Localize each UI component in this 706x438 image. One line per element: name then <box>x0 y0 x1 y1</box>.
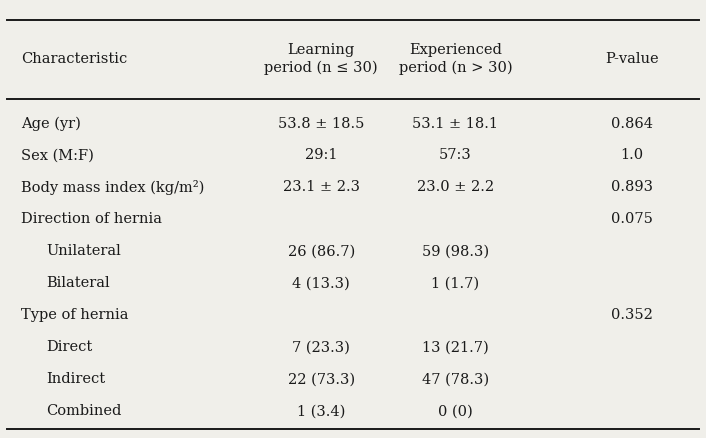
Text: Combined: Combined <box>46 404 121 418</box>
Text: Direct: Direct <box>46 340 92 354</box>
Text: Learning
period (n ≤ 30): Learning period (n ≤ 30) <box>265 43 378 75</box>
Text: 57:3: 57:3 <box>439 148 472 162</box>
Text: 7 (23.3): 7 (23.3) <box>292 340 350 354</box>
Text: Experienced
period (n > 30): Experienced period (n > 30) <box>399 43 512 75</box>
Text: 53.1 ± 18.1: 53.1 ± 18.1 <box>412 117 498 131</box>
Text: Indirect: Indirect <box>46 372 105 386</box>
Text: Unilateral: Unilateral <box>46 244 121 258</box>
Text: 13 (21.7): 13 (21.7) <box>422 340 489 354</box>
Text: 1 (1.7): 1 (1.7) <box>431 276 479 290</box>
Text: 1 (3.4): 1 (3.4) <box>297 404 345 418</box>
Text: 59 (98.3): 59 (98.3) <box>421 244 489 258</box>
Text: Direction of hernia: Direction of hernia <box>21 212 162 226</box>
Text: Type of hernia: Type of hernia <box>21 308 128 322</box>
Text: 26 (86.7): 26 (86.7) <box>287 244 355 258</box>
Text: 0 (0): 0 (0) <box>438 404 473 418</box>
Text: 0.893: 0.893 <box>611 180 653 194</box>
Text: Characteristic: Characteristic <box>21 52 127 66</box>
Text: 0.352: 0.352 <box>611 308 653 322</box>
Text: 0.864: 0.864 <box>611 117 653 131</box>
Text: Body mass index (kg/m²): Body mass index (kg/m²) <box>21 180 205 195</box>
Text: 23.0 ± 2.2: 23.0 ± 2.2 <box>417 180 494 194</box>
Text: 22 (73.3): 22 (73.3) <box>287 372 355 386</box>
Text: Sex (M:F): Sex (M:F) <box>21 148 94 162</box>
Text: 4 (13.3): 4 (13.3) <box>292 276 350 290</box>
Text: 29:1: 29:1 <box>305 148 337 162</box>
Text: 23.1 ± 2.3: 23.1 ± 2.3 <box>282 180 360 194</box>
Text: Age (yr): Age (yr) <box>21 117 81 131</box>
Text: 53.8 ± 18.5: 53.8 ± 18.5 <box>278 117 364 131</box>
Text: P-value: P-value <box>605 52 659 66</box>
Text: 47 (78.3): 47 (78.3) <box>421 372 489 386</box>
Text: 1.0: 1.0 <box>621 148 643 162</box>
Text: 0.075: 0.075 <box>611 212 653 226</box>
Text: Bilateral: Bilateral <box>46 276 109 290</box>
